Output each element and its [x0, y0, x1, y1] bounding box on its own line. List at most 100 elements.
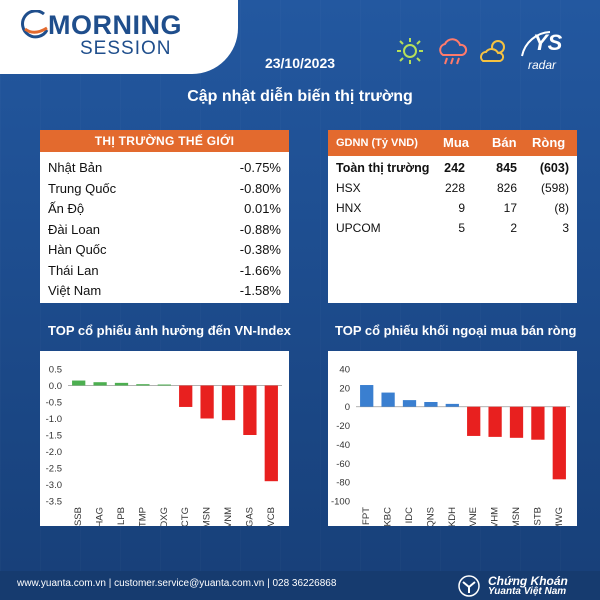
foreign-net-chart-card: 40 20 0 -20 -40 -60 -80 -100 FPT KBC IDC QNS KDH VNE V…	[328, 351, 577, 531]
y-tick-label: -1.5	[46, 431, 62, 442]
x-tick-label: KDH	[447, 507, 458, 526]
vnindex-impact-chart: 0.5 0.0 -0.5 -1.0 -1.5 -2.0 -2.5 -3.0 -3.5 SSB HAG…	[46, 365, 282, 528]
world-market-card: THỊ TRƯỜNG THẾ GIỚI Nhật Bản -0.75% Trung …	[40, 130, 289, 303]
x-tick-label: MWG	[554, 507, 565, 526]
market-name: Hàn Quốc	[48, 242, 107, 257]
y-tick-label: 40	[339, 365, 350, 376]
x-tick-label: IDC	[404, 507, 415, 524]
chart2-title: TOP cổ phiếu khối ngoại mua bán ròng	[335, 323, 577, 338]
market-name: Việt Nam	[48, 283, 102, 298]
foreign-trading-header: GDNN (Tỷ VND) Mua Bán Ròng	[328, 130, 577, 156]
cell-sell: 826	[496, 181, 517, 195]
y-tick-label: -100	[331, 497, 350, 508]
foreign-trading-row: HSX 228 826 (598)	[328, 178, 577, 198]
cell-buy: 5	[458, 221, 465, 235]
cell-buy: 9	[458, 201, 465, 215]
y-tick-label: 0.0	[49, 381, 62, 392]
y-tick-label: 20	[339, 383, 350, 394]
world-market-row: Hàn Quốc -0.38%	[48, 240, 281, 260]
x-tick-label: FPT	[361, 507, 372, 525]
header-net: Ròng	[532, 135, 566, 150]
cell-label: HNX	[336, 201, 362, 215]
y-tick-label: -60	[336, 459, 350, 470]
x-tick-label: STB	[532, 507, 543, 525]
bar-msn	[509, 406, 524, 438]
bar-vhm	[488, 406, 502, 437]
foreign-net-chart: 40 20 0 -20 -40 -60 -80 -100 FPT KBC IDC QNS KDH VNE V…	[331, 365, 570, 531]
brand-subtitle: SESSION	[80, 38, 172, 59]
foreign-trading-card: GDNN (Tỷ VND) Mua Bán Ròng Toàn thị trườ…	[328, 130, 577, 303]
y-tick-label: 0	[345, 402, 350, 413]
page-title: Cập nhật diễn biến thị trường	[187, 88, 413, 105]
chart1-title: TOP cổ phiếu ảnh hưởng đến VN-Index	[48, 323, 291, 338]
market-name: Ấn Độ	[48, 201, 85, 216]
market-change: -1.58%	[239, 283, 281, 298]
footer-contact: www.yuanta.com.vn | customer.service@yua…	[17, 578, 337, 589]
footer-brand-line2: Yuanta Việt Nam	[488, 586, 567, 597]
y-tick-label: -0.5	[46, 398, 62, 409]
vnindex-impact-chart-card: 0.5 0.0 -0.5 -1.0 -1.5 -2.0 -2.5 -3.0 -3.5 SSB HAG…	[40, 351, 289, 528]
ys-radar-logo-icon	[521, 31, 551, 57]
world-market-row: Đài Loan -0.88%	[48, 220, 281, 240]
y-tick-label: -2.0	[46, 447, 62, 458]
market-change: -0.75%	[239, 160, 281, 175]
market-change: -0.80%	[239, 180, 281, 196]
x-tick-label: VNM	[223, 507, 234, 526]
bar-gas	[243, 385, 257, 435]
x-tick-label: VCB	[266, 507, 277, 526]
header-sell: Bán	[492, 135, 517, 150]
world-market-row: Thái Lan -1.66%	[48, 261, 281, 281]
x-tick-label: LPB	[116, 507, 127, 525]
market-name: Thái Lan	[48, 262, 99, 278]
y-tick-label: -2.5	[46, 464, 62, 475]
market-change: -1.66%	[239, 262, 281, 278]
ys-logo-subtext: radar	[528, 58, 557, 72]
partly-cloudy-icon	[480, 40, 505, 62]
bar-dxg	[157, 384, 171, 386]
market-name: Trung Quốc	[48, 180, 117, 196]
cell-net: (603)	[539, 161, 569, 175]
y-tick-label: -3.0	[46, 480, 62, 491]
bar-vne	[467, 406, 481, 436]
x-tick-label: SSB	[73, 507, 84, 526]
bar-mwg	[552, 406, 566, 480]
bar-lpb	[114, 382, 129, 386]
y-tick-label: -20	[336, 421, 350, 432]
cell-net: (8)	[554, 201, 569, 215]
cell-buy: 228	[444, 181, 465, 195]
header-label: GDNN (Tỷ VND)	[336, 137, 418, 149]
sun-icon	[397, 38, 423, 64]
bar-kbc	[381, 392, 395, 407]
x-tick-label: MSN	[202, 507, 213, 526]
cell-label: HSX	[336, 181, 361, 195]
foreign-trading-row: HNX 9 17 (8)	[328, 198, 577, 218]
y-tick-label: 0.5	[49, 365, 62, 376]
market-change: 0.01%	[244, 201, 281, 216]
x-tick-label: HAG	[95, 507, 106, 526]
cell-label: UPCOM	[336, 221, 381, 235]
market-change: -0.38%	[239, 242, 281, 257]
cell-sell: 17	[503, 201, 517, 215]
foreign-trading-row: Toàn thị trường 242 845 (603)	[328, 158, 577, 178]
cell-net: (598)	[540, 181, 569, 195]
bar-idc	[402, 400, 417, 407]
cell-label: Toàn thị trường	[336, 161, 430, 175]
x-tick-label: CTG	[180, 507, 191, 526]
brand-title: MORNING	[48, 10, 182, 40]
x-tick-label: VHM	[490, 507, 501, 526]
x-tick-label: MSN	[511, 507, 522, 526]
y-tick-label: -1.0	[46, 414, 62, 425]
y-tick-label: -3.5	[46, 497, 62, 508]
cell-sell: 845	[496, 161, 517, 175]
bar-msn	[200, 385, 214, 419]
x-tick-label: VNE	[468, 507, 479, 526]
x-tick-label: DXG	[159, 507, 170, 526]
header-buy: Mua	[443, 135, 469, 150]
x-tick-label: TMP	[137, 507, 148, 526]
x-tick-label: KBC	[383, 507, 394, 526]
bar-hag	[93, 382, 107, 386]
bar-kdh	[445, 403, 459, 407]
bar-ssb	[72, 380, 86, 386]
bar-ctg	[179, 385, 193, 407]
world-market-row: Ấn Độ 0.01%	[48, 199, 281, 219]
